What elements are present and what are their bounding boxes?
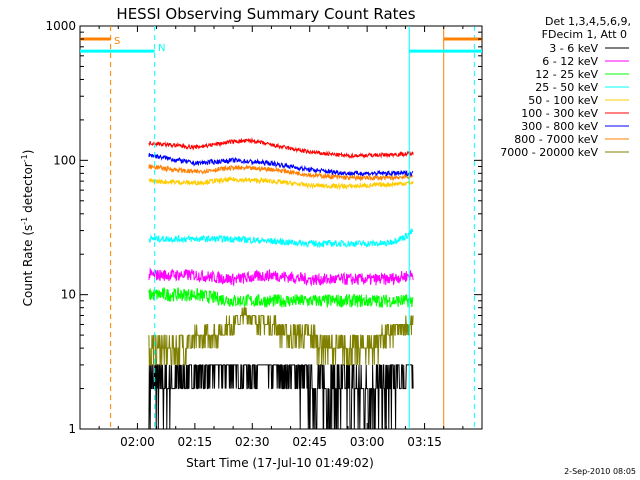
y-tick-label-3: 1000 — [45, 19, 76, 33]
x-tick-label-5: 03:15 — [407, 435, 442, 449]
legend-label-0: 3 - 6 keV — [549, 42, 598, 55]
legend-label-8: 7000 - 20000 keV — [500, 146, 598, 159]
series-line-8 — [148, 307, 414, 366]
series-line-2 — [148, 286, 414, 309]
series-line-1 — [148, 267, 414, 287]
legend-label-5: 100 - 300 keV — [521, 107, 598, 120]
chart-title: HESSI Observing Summary Count Rates — [116, 5, 415, 23]
x-axis-label: Start Time (17-Jul-10 01:49:02) — [186, 456, 374, 470]
x-tick-label-1: 02:15 — [178, 435, 213, 449]
legend-label-7: 800 - 7000 keV — [514, 133, 598, 146]
y-tick-label-0: 1 — [68, 422, 76, 436]
x-tick-label-4: 03:00 — [350, 435, 385, 449]
series-layer — [148, 136, 414, 430]
legend-header-1: Det 1,3,4,5,6,9, — [545, 15, 631, 28]
annotation-n: N — [158, 43, 165, 54]
plot-frame — [79, 25, 483, 430]
series-line-0 — [148, 364, 414, 430]
annotation-s: S — [114, 36, 120, 47]
y-axis-label-end: ) — [21, 150, 35, 155]
series-line-3 — [148, 228, 414, 249]
y-axis-label-mid: detector — [21, 162, 35, 217]
x-tick-label-0: 02:00 — [120, 435, 155, 449]
x-tick-label-2: 02:30 — [235, 435, 270, 449]
series-line-5 — [148, 136, 414, 160]
y-axis-label-sup2: -1 — [20, 154, 29, 162]
y-axis-label: Count Rate (s-1 detector-1) — [20, 150, 35, 307]
footer-date: 2-Sep-2010 08:05 — [564, 467, 636, 476]
series-line-6 — [148, 152, 414, 177]
y-tick-label-1: 10 — [61, 288, 76, 302]
legend-label-6: 300 - 800 keV — [521, 120, 598, 133]
legend-label-4: 50 - 100 keV — [528, 94, 598, 107]
legend-header-2: FDecim 1, Att 0 — [542, 28, 627, 41]
legend-label-1: 6 - 12 keV — [542, 55, 598, 68]
series-line-7 — [148, 164, 414, 182]
y-axis-label-main: Count Rate (s — [21, 225, 35, 307]
legend-label-3: 25 - 50 keV — [535, 81, 598, 94]
y-axis-label-sup1: -1 — [20, 217, 29, 225]
series-line-4 — [148, 175, 414, 191]
x-tick-label-3: 02:45 — [292, 435, 327, 449]
y-tick-label-2: 100 — [53, 153, 76, 167]
events-layer — [80, 26, 482, 429]
axes-layer: 02:00 02:15 02:30 02:45 03:00 03:15 1 10 100 1000 — [45, 19, 482, 449]
legend-label-2: 12 - 25 keV — [535, 68, 598, 81]
